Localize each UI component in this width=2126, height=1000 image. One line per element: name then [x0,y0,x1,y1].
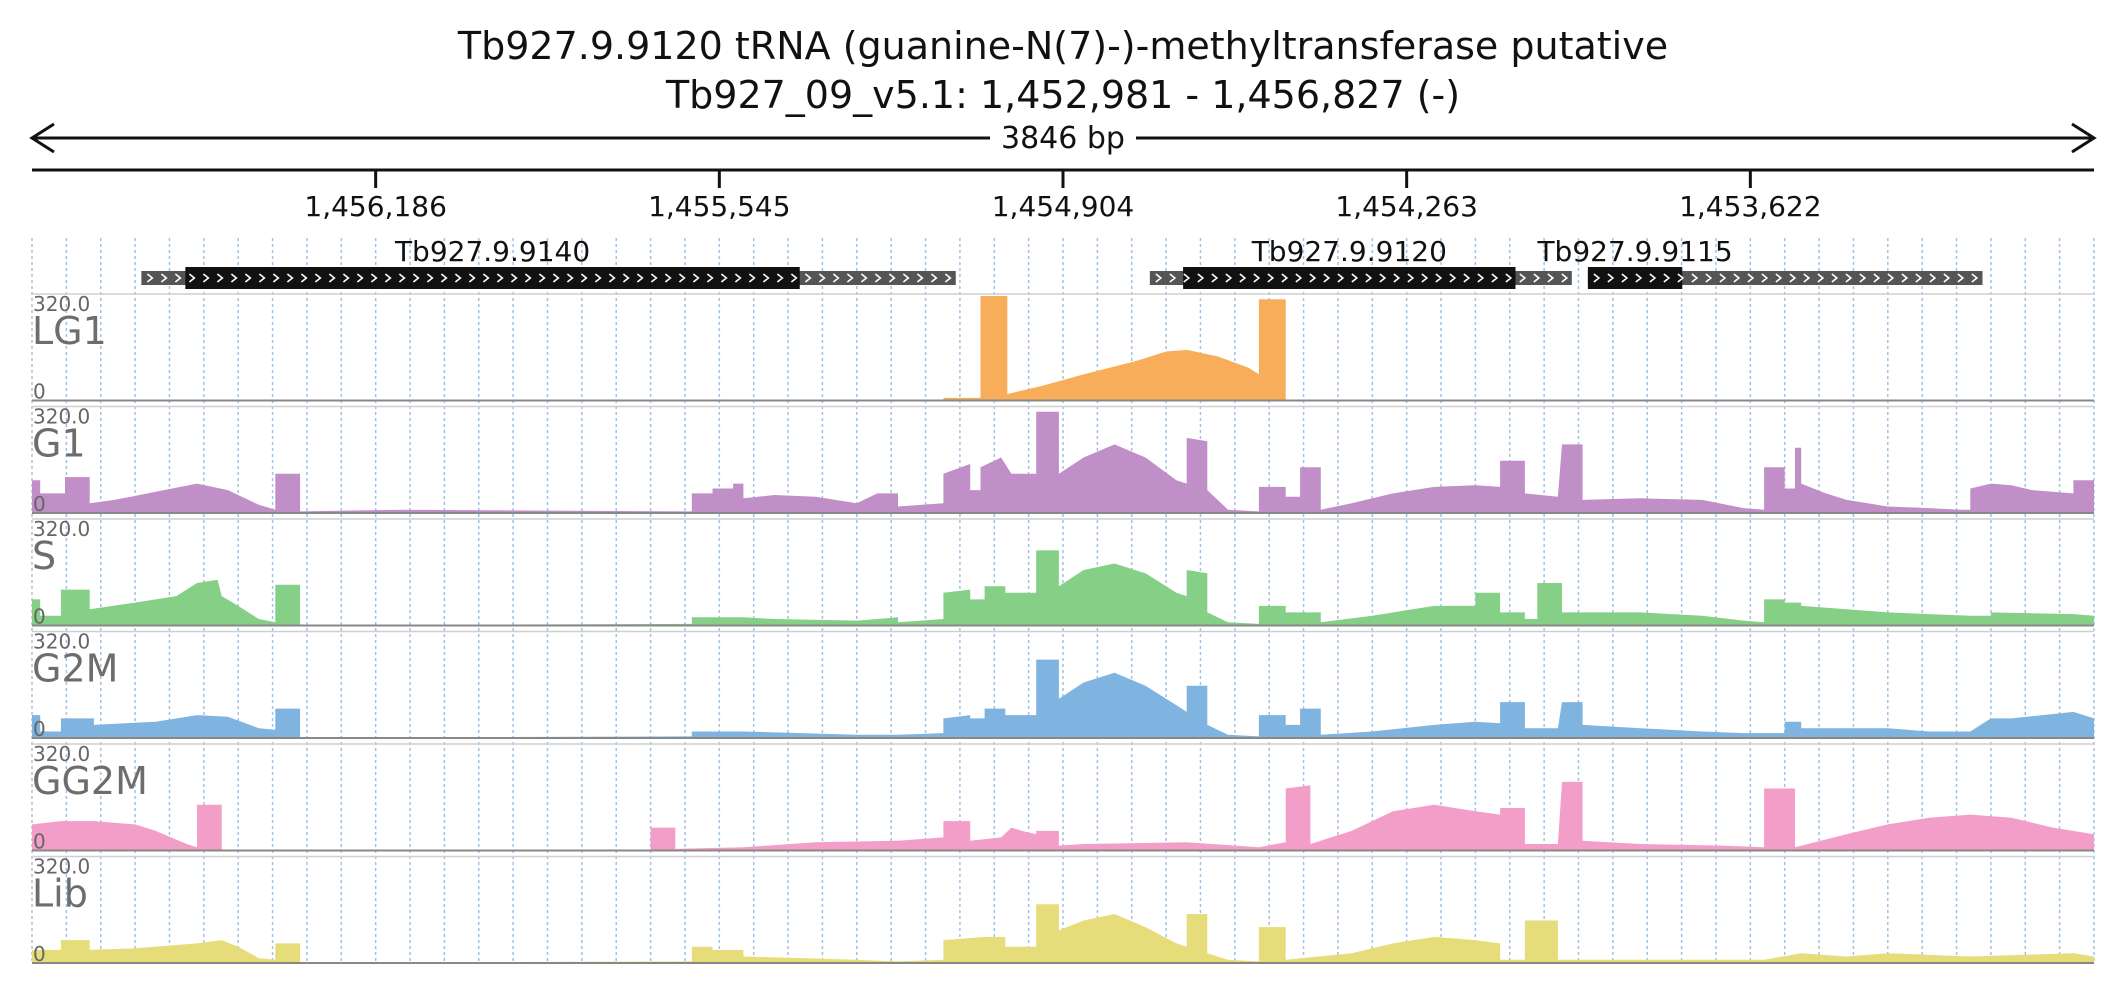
track-name-label: G1 [32,422,86,466]
track-ymin-label: 0 [33,380,46,404]
ruler-tick-label: 1,456,186 [304,190,447,223]
track-ymin-label: 0 [33,717,46,741]
track-ymin-label: 0 [33,942,46,966]
track-ymin-label: 0 [33,492,46,516]
ruler-tick-label: 1,455,545 [648,190,791,223]
track-name-label: GG2M [32,759,148,803]
track-ymin-label: 0 [33,605,46,629]
track-name-label: G2M [32,647,118,691]
track-ymin-label: 0 [33,830,46,854]
track-name-label: S [32,534,56,578]
ruler-ticks: 1,456,186 1,455,545 1,454,904 1,454,263 1,45… [304,170,1821,223]
ruler-tick-label: 1,454,263 [1335,190,1478,223]
span-indicator: 3846 bp [32,120,2094,156]
gene-label: Tb927.9.9140 [394,235,590,268]
gene-cds-bar [1183,267,1515,289]
track-name-label: LG1 [32,309,107,353]
gene-annotation-track: Tb927.9.9140 Tb927.9.9120 Tb927.9.9115 [141,235,1982,289]
gene-label: Tb927.9.9115 [1536,235,1732,268]
gene-feature[interactable]: Tb927.9.9140 [141,235,955,289]
ruler-tick-label: 1,454,904 [992,190,1135,223]
gene-feature[interactable]: Tb927.9.9115 [1536,235,1982,289]
gene-label: Tb927.9.9120 [1251,235,1447,268]
span-label: 3846 bp [1001,121,1125,156]
ruler-tick-label: 1,453,622 [1679,190,1822,223]
gene-feature[interactable]: Tb927.9.9120 [1150,235,1572,289]
track-name-label: Lib [32,872,88,916]
